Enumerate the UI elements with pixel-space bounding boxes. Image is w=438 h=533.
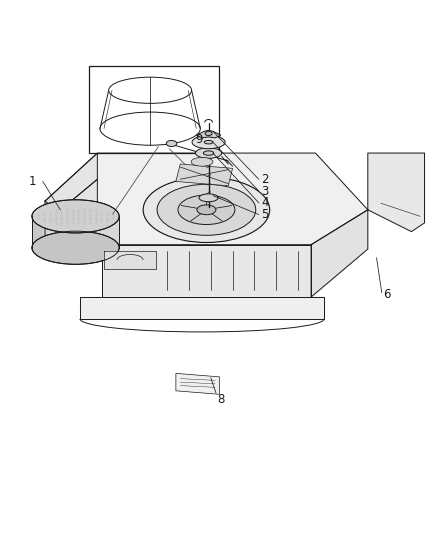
Polygon shape [311,210,367,297]
Ellipse shape [195,148,221,158]
Polygon shape [176,374,219,394]
Text: 9: 9 [195,133,202,147]
Text: 5: 5 [260,208,268,221]
Polygon shape [196,131,220,138]
Polygon shape [176,164,232,186]
Ellipse shape [32,231,119,264]
Ellipse shape [204,140,212,144]
Ellipse shape [32,200,119,233]
Ellipse shape [197,205,215,215]
Ellipse shape [205,131,212,135]
Text: 8: 8 [217,393,224,406]
Text: 4: 4 [260,196,268,209]
Polygon shape [45,153,367,245]
Ellipse shape [191,135,225,149]
Text: 3: 3 [260,184,268,198]
Ellipse shape [143,177,269,243]
Ellipse shape [157,184,255,235]
Text: 6: 6 [382,288,390,301]
Polygon shape [367,153,424,232]
Polygon shape [45,179,97,253]
Polygon shape [32,216,43,248]
Ellipse shape [100,112,200,145]
Ellipse shape [203,151,213,155]
Polygon shape [104,251,156,269]
Ellipse shape [109,77,191,103]
Bar [32,216,119,248]
Text: 2: 2 [260,173,268,186]
Ellipse shape [191,157,212,166]
Ellipse shape [177,195,234,224]
Polygon shape [80,297,323,319]
Ellipse shape [166,140,177,147]
Text: 1: 1 [29,175,36,188]
Polygon shape [102,245,311,297]
Bar [88,66,219,153]
Polygon shape [45,153,97,223]
Ellipse shape [198,194,218,201]
